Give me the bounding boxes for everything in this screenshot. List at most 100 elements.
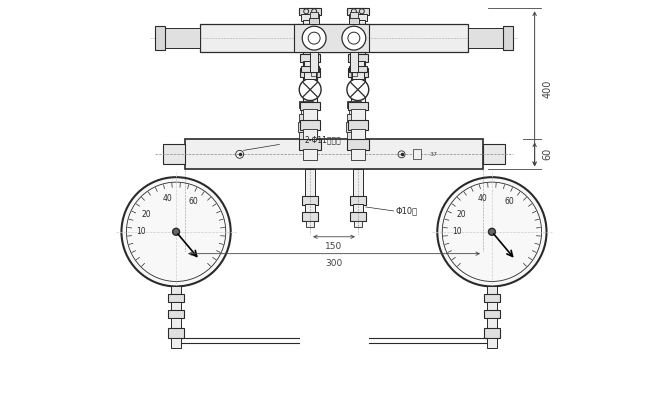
- Bar: [348, 120, 368, 130]
- Bar: [299, 8, 321, 15]
- Bar: [352, 72, 364, 79]
- Circle shape: [347, 79, 369, 101]
- Bar: [347, 114, 361, 123]
- Bar: [487, 338, 497, 348]
- Bar: [309, 18, 319, 24]
- Text: 400: 400: [542, 80, 552, 98]
- Bar: [298, 123, 312, 132]
- Bar: [171, 318, 181, 328]
- Bar: [349, 14, 367, 21]
- Bar: [303, 149, 317, 160]
- Bar: [351, 129, 365, 140]
- Text: 40: 40: [478, 194, 488, 203]
- Bar: [346, 123, 360, 132]
- Circle shape: [299, 79, 321, 101]
- Bar: [185, 140, 483, 169]
- Circle shape: [122, 177, 230, 287]
- Bar: [347, 139, 369, 150]
- Bar: [303, 61, 317, 69]
- Bar: [348, 55, 368, 62]
- Text: 20: 20: [457, 210, 467, 219]
- Circle shape: [302, 26, 326, 50]
- Bar: [299, 132, 313, 140]
- Bar: [303, 109, 317, 120]
- Bar: [351, 20, 365, 25]
- Bar: [310, 12, 318, 18]
- Bar: [353, 169, 363, 197]
- Circle shape: [172, 228, 180, 235]
- Circle shape: [304, 9, 309, 14]
- Text: 37: 37: [430, 152, 438, 157]
- Text: Φ10管: Φ10管: [395, 206, 418, 215]
- Bar: [347, 101, 361, 109]
- Bar: [168, 310, 184, 318]
- Bar: [200, 24, 468, 52]
- Bar: [300, 68, 320, 77]
- Circle shape: [312, 9, 317, 14]
- Bar: [347, 8, 369, 15]
- Bar: [348, 68, 368, 77]
- Text: 20: 20: [141, 210, 151, 219]
- Bar: [303, 129, 317, 140]
- Bar: [300, 55, 320, 62]
- Bar: [301, 14, 319, 21]
- Bar: [299, 139, 321, 150]
- Circle shape: [488, 228, 496, 235]
- Bar: [484, 328, 500, 338]
- Bar: [503, 26, 513, 50]
- Bar: [295, 24, 369, 52]
- Bar: [487, 318, 497, 328]
- Bar: [303, 20, 317, 25]
- Bar: [348, 101, 368, 110]
- Bar: [299, 114, 313, 123]
- Bar: [311, 72, 317, 76]
- Bar: [349, 18, 359, 24]
- Bar: [171, 338, 181, 348]
- Bar: [352, 61, 364, 66]
- Bar: [302, 212, 318, 221]
- Text: 60: 60: [542, 148, 552, 160]
- Bar: [351, 8, 365, 140]
- Bar: [347, 132, 361, 140]
- Text: 10: 10: [136, 227, 146, 236]
- Circle shape: [359, 9, 364, 14]
- Bar: [351, 61, 365, 69]
- Bar: [299, 101, 313, 109]
- Bar: [304, 61, 316, 66]
- Bar: [303, 8, 317, 140]
- Bar: [484, 294, 500, 302]
- Bar: [487, 287, 497, 294]
- Bar: [350, 52, 358, 72]
- Bar: [468, 28, 503, 48]
- Bar: [171, 287, 181, 294]
- Bar: [483, 144, 505, 164]
- Text: 10: 10: [452, 227, 462, 236]
- Bar: [305, 204, 315, 213]
- Bar: [171, 302, 181, 310]
- Bar: [350, 196, 366, 205]
- Text: 2-Φ11安装孔: 2-Φ11安装孔: [304, 136, 341, 144]
- Bar: [300, 101, 320, 110]
- Bar: [353, 204, 363, 213]
- Text: 300: 300: [325, 258, 343, 268]
- Bar: [350, 12, 358, 18]
- Bar: [300, 120, 320, 130]
- Bar: [310, 52, 318, 72]
- Circle shape: [351, 9, 356, 14]
- Bar: [301, 109, 315, 114]
- Bar: [168, 294, 184, 302]
- Bar: [413, 149, 422, 159]
- Bar: [349, 66, 367, 72]
- Bar: [350, 212, 366, 221]
- Text: 60: 60: [188, 197, 198, 206]
- Bar: [163, 144, 185, 164]
- Bar: [302, 196, 318, 205]
- Bar: [351, 109, 365, 120]
- Bar: [168, 328, 184, 338]
- Bar: [351, 149, 365, 160]
- Bar: [305, 169, 315, 197]
- Bar: [354, 221, 362, 227]
- Bar: [487, 302, 497, 310]
- Circle shape: [342, 26, 366, 50]
- Bar: [484, 310, 500, 318]
